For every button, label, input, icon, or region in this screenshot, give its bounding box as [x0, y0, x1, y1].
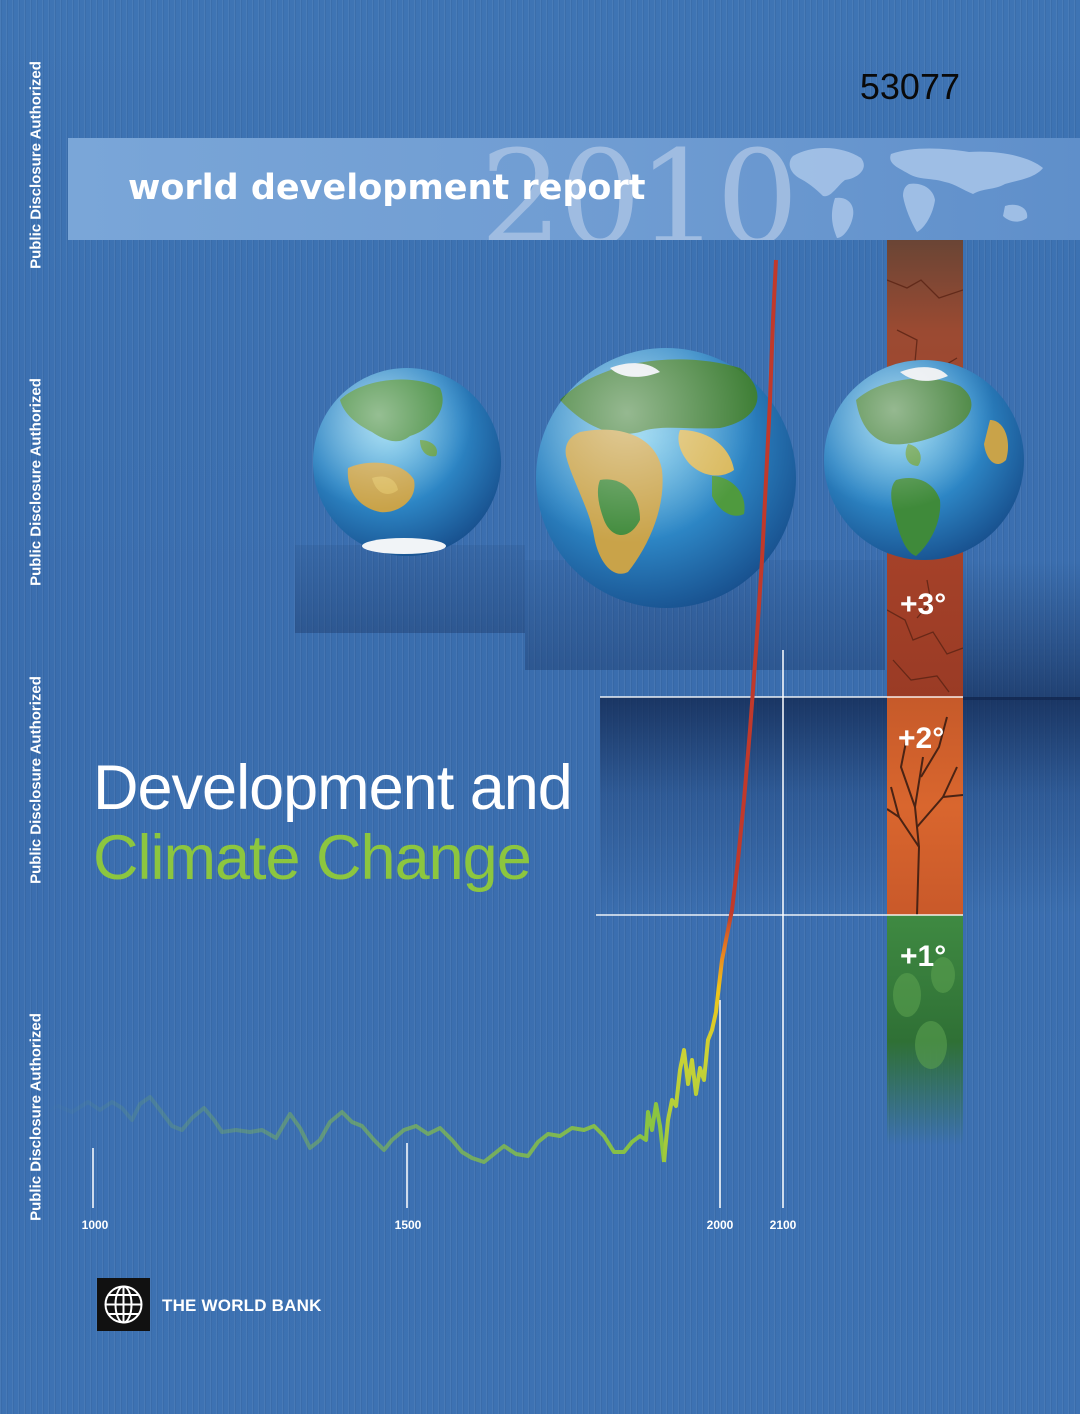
- report-year: 2010: [480, 138, 799, 240]
- temperature-curve-past: [45, 1095, 666, 1164]
- temp-label-3deg: +3°: [900, 588, 947, 621]
- temp-label-2deg: +2°: [898, 722, 945, 755]
- axis-label: 1000: [81, 1218, 109, 1232]
- report-series-title: world development report: [128, 168, 646, 208]
- world-bank-logo-icon: [97, 1278, 150, 1331]
- shade-block: [600, 697, 1080, 915]
- temperature-curve-recent: [662, 259, 778, 1163]
- shade-block: [295, 545, 525, 633]
- band-green-leaves: [887, 915, 963, 1145]
- axis-label: 2100: [769, 1218, 797, 1232]
- globe-americas-icon: [824, 360, 1024, 560]
- temp-label-1deg: +1°: [900, 940, 947, 973]
- report-title-line1: Development and: [93, 753, 573, 823]
- document-number: 53077: [859, 66, 960, 107]
- globe-africa-europe-icon: [536, 348, 796, 608]
- publisher-name: THE WORLD BANK: [162, 1296, 322, 1315]
- shade-block: [963, 560, 1080, 700]
- report-title-line2: Climate Change: [93, 823, 532, 893]
- temperature-band: [887, 240, 963, 1145]
- axis-label: 1500: [394, 1218, 422, 1232]
- axis-label: 2000: [706, 1218, 734, 1232]
- report-banner: 2010 world development report: [68, 138, 1080, 240]
- band-orange-tree: [887, 697, 963, 915]
- globe-asia-australia-icon: [313, 368, 501, 556]
- world-map-icon: [789, 147, 1043, 238]
